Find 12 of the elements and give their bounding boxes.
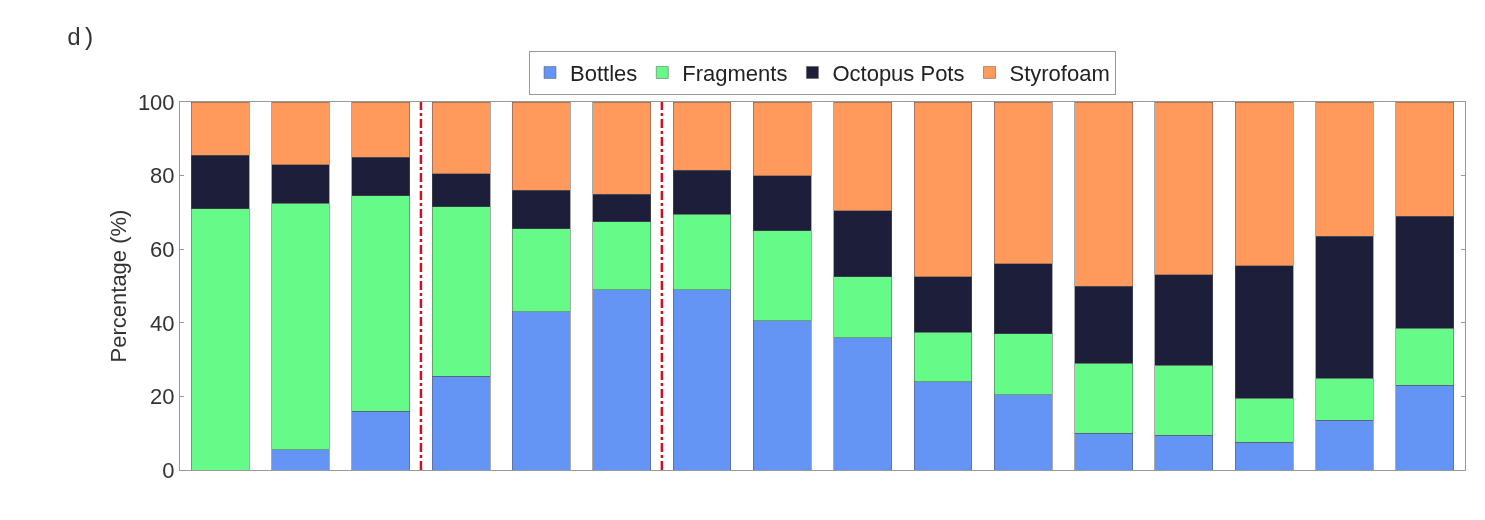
legend-label: Bottles (570, 61, 638, 87)
legend-label: Styrofoam (1009, 61, 1110, 87)
legend-label: Fragments (682, 61, 788, 87)
legend-label: Octopus Pots (832, 61, 965, 87)
y-tick-label: 60 (150, 236, 175, 262)
y-tick-label: 20 (150, 384, 175, 410)
y-tick-label: 100 (137, 89, 175, 115)
y-tick-label: 80 (150, 163, 175, 189)
y-axis-title: Percentage (%) (106, 209, 131, 363)
y-tick-label: 40 (150, 310, 175, 336)
chart-title: d) (66, 24, 96, 52)
y-tick-label: 0 (162, 457, 175, 483)
